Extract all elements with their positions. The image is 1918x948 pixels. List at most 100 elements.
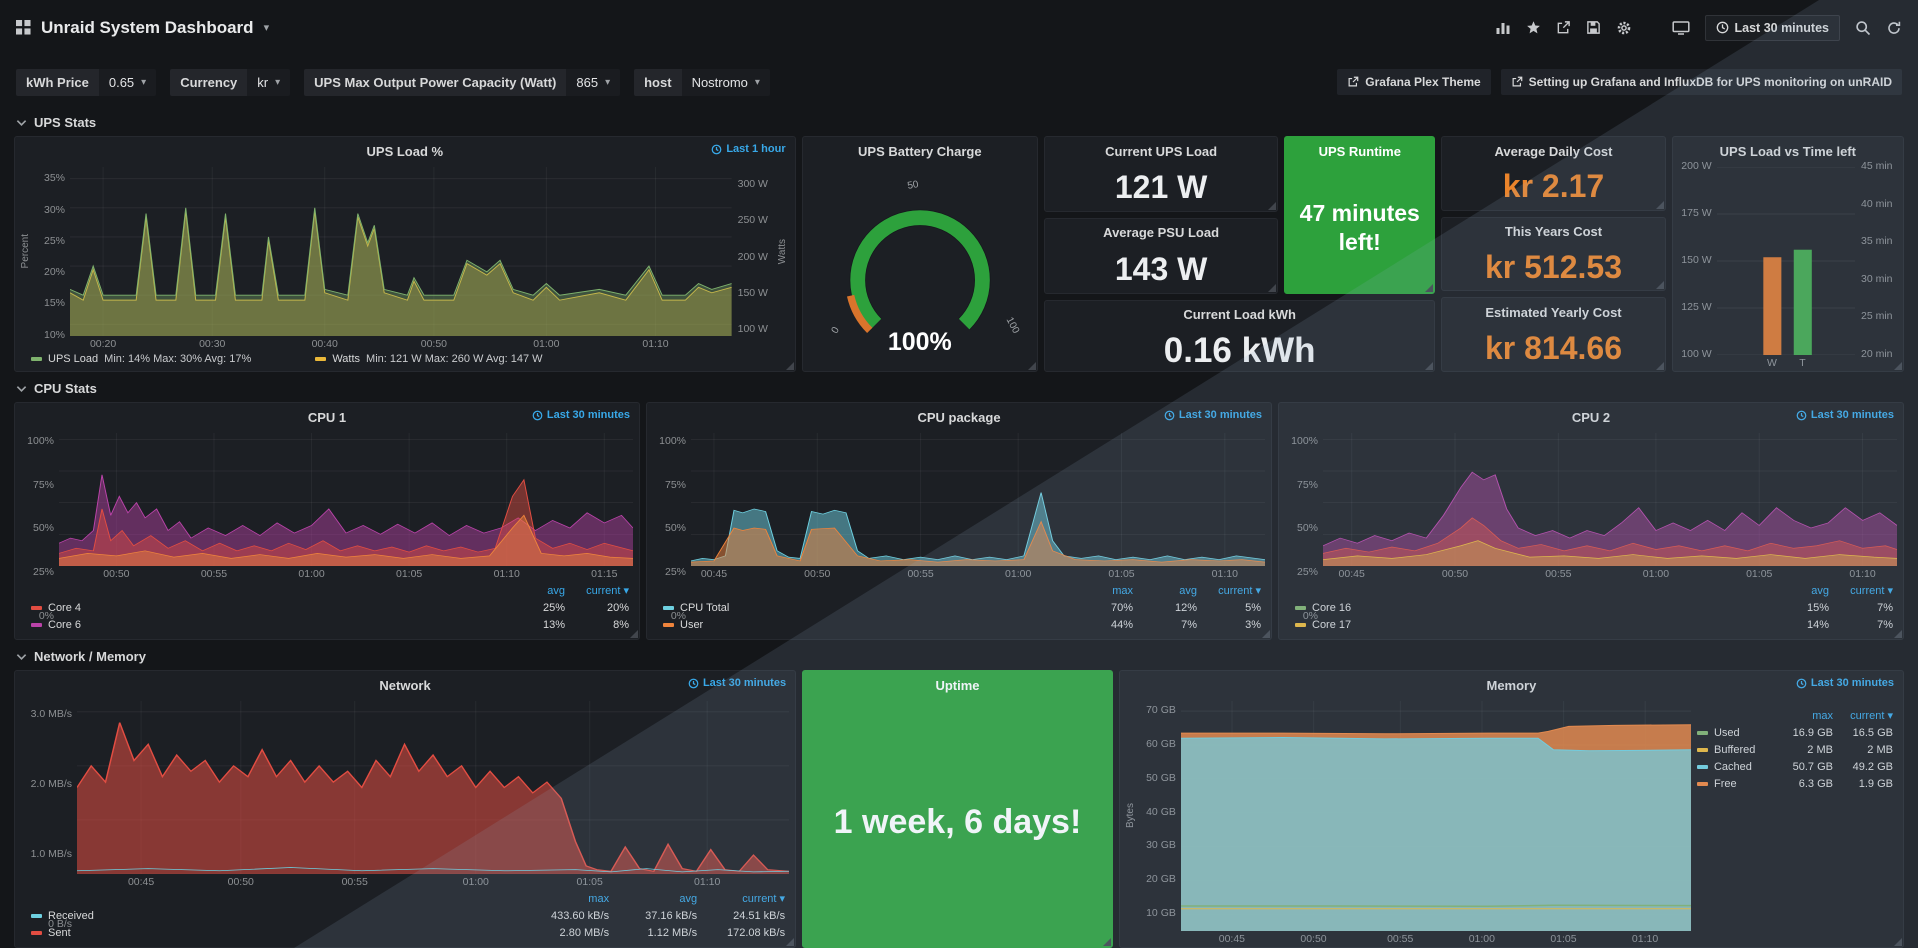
panel-title[interactable]: UPS Load vs Time left: [1719, 143, 1856, 159]
section-header-network-memory[interactable]: Network / Memory: [16, 649, 1902, 664]
legend-sort-column[interactable]: current ▾: [742, 893, 786, 905]
panel-ups-battery-charge: UPS Battery Charge 100% 0 50 100: [801, 136, 1038, 372]
variable-value-dropdown[interactable]: Nostromo ▾: [681, 69, 770, 96]
legend-series[interactable]: Core 16 15% 7%: [1295, 599, 1893, 616]
series-color-icon: [663, 605, 674, 610]
network-memory-row: Network Last 30 minutes 0 B/s 1.0 MB/s 2.0…: [14, 670, 1904, 948]
cycle-view-mode-button[interactable]: [1671, 20, 1690, 35]
panel-title[interactable]: UPS Battery Charge: [858, 143, 982, 159]
dashboard-title[interactable]: Unraid System Dashboard: [41, 17, 254, 37]
panel-average-psu-load: Average PSU Load 143 W: [1044, 217, 1279, 294]
x-tick-label: 00:55: [1387, 933, 1414, 945]
link-ups-monitoring-guide[interactable]: Setting up Grafana and InfluxDB for UPS …: [1500, 69, 1902, 95]
variable-value-dropdown[interactable]: kr ▾: [247, 69, 291, 96]
x-axis: 00:45 00:50 00:55 01:00 01:05 01:10: [1323, 566, 1897, 582]
y-tick-label: 35%: [43, 172, 65, 185]
dashboard-settings-button[interactable]: [1616, 20, 1632, 36]
legend-series[interactable]: Core 6 13% 8%: [31, 616, 629, 633]
panel-title[interactable]: UPS Load %: [366, 143, 444, 159]
legend-sort-column[interactable]: avg: [679, 892, 698, 905]
y-tick-label: 20%: [43, 266, 65, 279]
x-tick-label: 00:45: [1338, 568, 1365, 580]
panel-title[interactable]: Average Daily Cost: [1494, 143, 1613, 159]
series-color-icon: [1696, 764, 1708, 769]
chart-legend: max current ▾ Used 16.9 GB 16.5 GB Buffered 2 …: [1696, 697, 1903, 792]
star-dashboard-button[interactable]: [1526, 20, 1541, 35]
legend-value: 7%: [1877, 618, 1893, 631]
legend-series[interactable]: Core 4 25% 20%: [31, 599, 629, 616]
y-tick-label: 75%: [664, 478, 686, 491]
panel-title[interactable]: CPU 1: [307, 409, 347, 425]
panel-title[interactable]: Memory: [1486, 677, 1537, 693]
refresh-icon: [1888, 21, 1901, 34]
zoom-out-button[interactable]: [1855, 20, 1871, 36]
chart-plot[interactable]: [691, 433, 1265, 566]
x-tick-label: 00:50: [1441, 568, 1469, 580]
y-tick-label: 30%: [43, 203, 65, 216]
panel-title[interactable]: Current Load kWh: [1183, 307, 1296, 323]
add-panel-button[interactable]: [1495, 20, 1511, 35]
legend-series[interactable]: Free 6.3 GB 1.9 GB: [1696, 775, 1893, 792]
legend-series[interactable]: UPS Load Min: 14% Max: 30% Avg: 17%: [31, 353, 251, 365]
panel-title[interactable]: CPU 2: [1571, 409, 1611, 425]
legend-series[interactable]: Received 433.60 kB/s 37.16 kB/s 24.51 kB/s: [31, 907, 785, 924]
save-dashboard-button[interactable]: [1586, 20, 1601, 35]
legend-sort-column[interactable]: avg: [1811, 584, 1829, 597]
legend-sort-column[interactable]: avg: [547, 584, 565, 597]
x-tick-label: 00:45: [700, 568, 728, 580]
legend-series[interactable]: CPU Total 70% 12% 5%: [663, 599, 1261, 616]
battery-gauge[interactable]: 100% 0 50 100: [803, 163, 1037, 371]
x-tick-label: 01:10: [642, 338, 669, 350]
panel-title[interactable]: UPS Runtime: [1318, 143, 1401, 159]
y-tick-label: 300 W: [737, 178, 768, 191]
legend-series[interactable]: Core 17 14% 7%: [1295, 616, 1893, 633]
legend-series[interactable]: Sent 2.80 MB/s 1.12 MB/s 172.08 kB/s: [31, 924, 785, 941]
stat-value: 1 week, 6 days!: [833, 802, 1082, 841]
panel-title[interactable]: Uptime: [935, 677, 980, 693]
chart-plot[interactable]: [70, 167, 732, 336]
time-range-picker[interactable]: Last 30 minutes: [1704, 14, 1840, 41]
refresh-button[interactable]: [1886, 20, 1902, 36]
panel-title[interactable]: Network: [379, 677, 431, 693]
legend-series[interactable]: Cached 50.7 GB 49.2 GB: [1696, 758, 1893, 775]
legend-sort-column[interactable]: avg: [1179, 584, 1197, 597]
chart-plot[interactable]: [1323, 433, 1897, 566]
legend-sort-column[interactable]: max: [1812, 709, 1833, 722]
link-grafana-plex-theme[interactable]: Grafana Plex Theme: [1337, 69, 1491, 95]
chart-plot[interactable]: [77, 701, 790, 874]
legend-series[interactable]: Watts Min: 121 W Max: 260 W Avg: 147 W: [315, 353, 543, 365]
panel-title[interactable]: Current UPS Load: [1105, 143, 1218, 159]
chart-plot[interactable]: [1716, 167, 1855, 355]
legend-sort-column[interactable]: max: [588, 892, 610, 905]
legend-sort-column[interactable]: current ▾: [1850, 710, 1893, 722]
panel-title[interactable]: This Years Cost: [1504, 224, 1603, 240]
ups-stats-row: UPS Load % Last 1 hour Percent 10% 15% 20% 2…: [14, 136, 1904, 373]
chart-plot[interactable]: [1180, 701, 1691, 931]
legend-series[interactable]: Buffered 2 MB 2 MB: [1696, 741, 1893, 758]
panel-title[interactable]: CPU package: [917, 409, 1001, 425]
dashboard-grid-icon[interactable]: [16, 20, 31, 35]
chart-plot[interactable]: [59, 433, 633, 566]
legend-sort-column[interactable]: current ▾: [586, 585, 629, 597]
panel-title[interactable]: Estimated Yearly Cost: [1485, 304, 1622, 320]
legend-sort-column[interactable]: current ▾: [1218, 585, 1261, 597]
legend-sort-column[interactable]: max: [1112, 584, 1133, 597]
section-header-cpu-stats[interactable]: CPU Stats: [16, 381, 1902, 396]
section-header-ups-stats[interactable]: UPS Stats: [16, 115, 1902, 130]
variable-value-dropdown[interactable]: 0.65 ▾: [98, 69, 157, 96]
legend-series[interactable]: Used 16.9 GB 16.5 GB: [1696, 724, 1893, 741]
share-dashboard-button[interactable]: [1556, 20, 1571, 35]
y-tick-label: 40 min: [1861, 197, 1893, 210]
variable-value-dropdown[interactable]: 865 ▾: [566, 69, 621, 96]
x-tick-label: 01:05: [1550, 933, 1577, 945]
legend-series[interactable]: User 44% 7% 3%: [663, 616, 1261, 633]
clock-icon: [688, 678, 699, 688]
panel-cpu-1: CPU 1 Last 30 minutes 0% 25% 50% 75% 100% 00:…: [14, 402, 640, 640]
panel-title[interactable]: Average PSU Load: [1103, 225, 1220, 241]
y-axis: 10 GB 20 GB 30 GB 40 GB 50 GB 60 GB 70 GB: [1137, 701, 1181, 931]
y-tick-label: 25%: [664, 566, 686, 579]
chevron-down-icon: [16, 385, 27, 392]
y-axis: 0% 25% 50% 75% 100%: [1283, 433, 1323, 622]
y-tick-label: 30 min: [1861, 272, 1893, 285]
legend-sort-column[interactable]: current ▾: [1850, 585, 1893, 597]
